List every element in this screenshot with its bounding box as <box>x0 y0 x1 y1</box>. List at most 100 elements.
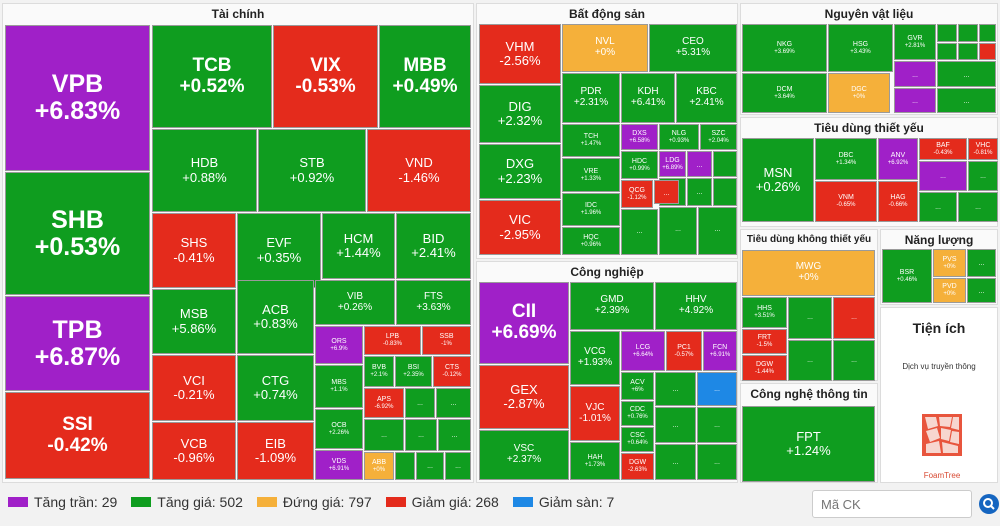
stock-tile-lpb[interactable]: LPB -0.83% <box>364 326 421 355</box>
treemap-cell-unlabeled[interactable]: ... <box>894 61 936 87</box>
stock-tile-evf[interactable]: EVF +0.35% <box>237 213 321 288</box>
stock-tile-vds[interactable]: VDS +6.91% <box>315 450 363 480</box>
stock-tile-dgw[interactable]: DGW -2.63% <box>621 453 654 480</box>
stock-tile-ors[interactable]: ORS +6.9% <box>315 326 363 364</box>
stock-tile-shs[interactable]: SHS -0.41% <box>152 213 236 288</box>
stock-tile-dcm[interactable]: DCM +3.64% <box>742 73 827 113</box>
stock-tile-tpb[interactable]: TPB +6.87% <box>5 296 150 391</box>
treemap-cell-unlabeled[interactable]: ... <box>655 372 696 406</box>
stock-tile-pvs[interactable]: PVS +0% <box>933 249 966 277</box>
stock-tile-vcg[interactable]: VCG +1.93% <box>570 331 620 385</box>
treemap-cell-unlabeled[interactable]: ... <box>697 372 737 406</box>
treemap-cell-unlabeled[interactable]: ... <box>833 297 875 339</box>
stock-tile-ceo[interactable]: CEO +5.31% <box>649 24 737 72</box>
stock-tile-kdh[interactable]: KDH +6.41% <box>621 73 675 123</box>
treemap-cell-unlabeled[interactable]: ... <box>687 178 712 206</box>
stock-tile-abb[interactable]: ABB +0% <box>364 452 394 480</box>
stock-tile-vjc[interactable]: VJC -1.01% <box>570 386 620 441</box>
treemap-cell-unlabeled[interactable] <box>395 452 415 480</box>
treemap-cell-unlabeled[interactable]: ... <box>621 209 658 255</box>
stock-tile-nvl[interactable]: NVL +0% <box>562 24 648 72</box>
stock-tile-hdc[interactable]: HDC +0.99% <box>621 151 658 179</box>
treemap-cell-unlabeled[interactable]: ... <box>919 161 967 191</box>
treemap-cell-unlabeled[interactable]: ... <box>788 297 832 339</box>
stock-tile-pdr[interactable]: PDR +2.31% <box>562 73 620 123</box>
stock-tile-szc[interactable]: SZC +2.04% <box>700 124 737 150</box>
treemap-cell-unlabeled[interactable]: ... <box>919 192 957 222</box>
treemap-cell-unlabeled[interactable]: ... <box>405 388 435 418</box>
treemap-cell-unlabeled[interactable]: ... <box>654 180 679 204</box>
stock-tile-hah[interactable]: HAH +1.73% <box>570 442 620 480</box>
treemap-cell-unlabeled[interactable]: ... <box>687 151 712 177</box>
stock-tile-vsc[interactable]: VSC +2.37% <box>479 430 569 480</box>
stock-tile-gvr[interactable]: GVR +2.81% <box>894 24 936 60</box>
treemap-cell-unlabeled[interactable] <box>713 151 737 177</box>
stock-tile-vnd[interactable]: VND -1.46% <box>367 129 471 212</box>
stock-tile-ssi[interactable]: SSI -0.42% <box>5 392 150 479</box>
stock-tile-vic[interactable]: VIC -2.95% <box>479 200 561 255</box>
stock-code-search-input[interactable] <box>812 490 972 518</box>
stock-tile-hhv[interactable]: HHV +4.92% <box>655 282 737 330</box>
treemap-cell-unlabeled[interactable] <box>713 178 737 206</box>
stock-tile-gmd[interactable]: GMD +2.39% <box>570 282 654 330</box>
treemap-cell-unlabeled[interactable] <box>979 24 996 42</box>
stock-tile-dgw[interactable]: DGW -1.44% <box>742 355 787 381</box>
stock-tile-mwg[interactable]: MWG +0% <box>742 250 875 296</box>
stock-tile-msb[interactable]: MSB +5.86% <box>152 289 236 354</box>
stock-tile-bid[interactable]: BID +2.41% <box>396 213 471 279</box>
stock-tile-dgc[interactable]: DGC +0% <box>828 73 890 113</box>
stock-tile-hqc[interactable]: HQC +0.96% <box>562 227 620 255</box>
stock-tile-hhs[interactable]: HHS +3.51% <box>742 297 787 328</box>
stock-tile-lcg[interactable]: LCG +6.64% <box>621 331 665 371</box>
stock-tile-mbs[interactable]: MBS +1.1% <box>315 365 363 408</box>
treemap-cell-unlabeled[interactable]: ... <box>438 419 471 451</box>
treemap-cell-unlabeled[interactable] <box>958 43 978 60</box>
stock-tile-tcb[interactable]: TCB +0.52% <box>152 25 272 128</box>
stock-tile-shb[interactable]: SHB +0.53% <box>5 172 150 295</box>
treemap-cell-unlabeled[interactable] <box>937 24 957 42</box>
treemap-cell-unlabeled[interactable]: ... <box>937 61 996 87</box>
stock-tile-dxg[interactable]: DXG +2.23% <box>479 144 561 199</box>
stock-tile-eib[interactable]: EIB -1.09% <box>237 422 314 480</box>
stock-tile-dig[interactable]: DIG +2.32% <box>479 85 561 143</box>
stock-tile-fcn[interactable]: FCN +6.91% <box>703 331 737 371</box>
stock-tile-fts[interactable]: FTS +3.63% <box>396 280 471 325</box>
stock-tile-anv[interactable]: ANV +6.92% <box>878 138 918 180</box>
stock-tile-vnm[interactable]: VNM -0.65% <box>815 181 877 222</box>
treemap-cell-unlabeled[interactable]: ... <box>697 407 737 443</box>
treemap-cell-unlabeled[interactable]: ... <box>436 388 471 418</box>
stock-tile-vpb[interactable]: VPB +6.83% <box>5 25 150 171</box>
search-icon[interactable] <box>978 491 1000 517</box>
stock-tile-stb[interactable]: STB +0.92% <box>258 129 366 212</box>
treemap-cell-unlabeled[interactable] <box>979 43 996 60</box>
treemap-cell-unlabeled[interactable]: ... <box>655 407 696 443</box>
treemap-cell-unlabeled[interactable]: ... <box>655 444 696 480</box>
stock-tile-hdb[interactable]: HDB +0.88% <box>152 129 257 212</box>
treemap-cell-unlabeled[interactable]: ... <box>833 340 875 381</box>
stock-tile-idc[interactable]: IDC +1.96% <box>562 193 620 226</box>
stock-tile-cts[interactable]: CTS -0.12% <box>433 356 471 387</box>
stock-tile-pc1[interactable]: PC1 -0.57% <box>666 331 702 371</box>
stock-tile-vcb[interactable]: VCB -0.96% <box>152 422 236 480</box>
stock-tile-frt[interactable]: FRT -1.5% <box>742 329 787 354</box>
stock-tile-vix[interactable]: VIX -0.53% <box>273 25 378 128</box>
treemap-cell-unlabeled[interactable]: ... <box>937 88 996 113</box>
stock-tile-kbc[interactable]: KBC +2.41% <box>676 73 737 123</box>
treemap-cell-unlabeled[interactable] <box>958 24 978 42</box>
stock-tile-fpt[interactable]: FPT +1.24% <box>742 406 875 482</box>
stock-tile-tch[interactable]: TCH +1.47% <box>562 124 620 157</box>
treemap-cell-unlabeled[interactable]: ... <box>788 340 832 381</box>
stock-tile-nkg[interactable]: NKG +3.69% <box>742 24 827 72</box>
treemap-cell-unlabeled[interactable]: ... <box>697 444 737 480</box>
treemap-cell-unlabeled[interactable]: ... <box>364 419 404 451</box>
treemap-cell-unlabeled[interactable]: ... <box>445 452 471 480</box>
stock-tile-hcm[interactable]: HCM +1.44% <box>322 213 395 279</box>
stock-tile-acb[interactable]: ACB +0.83% <box>237 280 314 354</box>
stock-tile-cii[interactable]: CII +6.69% <box>479 282 569 364</box>
stock-tile-acv[interactable]: ACV +6% <box>621 372 654 400</box>
stock-tile-mbb[interactable]: MBB +0.49% <box>379 25 471 128</box>
stock-tile-qcg[interactable]: QCG -1.12% <box>621 180 653 208</box>
stock-tile-msn[interactable]: MSN +0.26% <box>742 138 814 222</box>
stock-tile-ctg[interactable]: CTG +0.74% <box>237 355 314 421</box>
stock-tile-dxs[interactable]: DXS +6.58% <box>621 124 658 150</box>
